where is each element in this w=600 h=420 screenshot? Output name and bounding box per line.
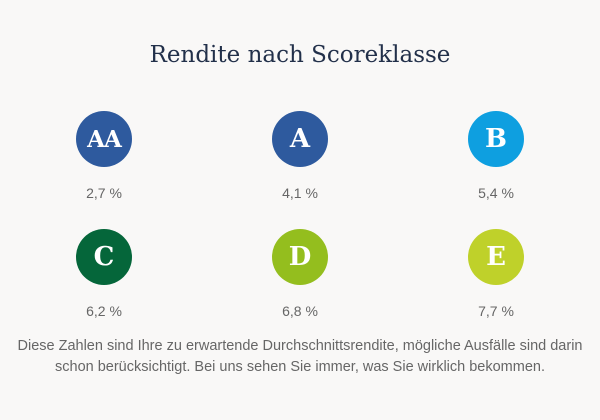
page-title: Rendite nach Scoreklasse: [149, 42, 451, 68]
score-class-d: D 6,8 %: [246, 229, 354, 347]
score-return-b: 5,4 %: [478, 185, 514, 201]
score-class-e: E 7,7 %: [442, 229, 550, 347]
score-return-a: 4,1 %: [282, 185, 318, 201]
score-badge-b: B: [468, 111, 524, 167]
score-return-e: 7,7 %: [478, 303, 514, 319]
score-return-d: 6,8 %: [282, 303, 318, 319]
score-class-c: C 6,2 %: [50, 229, 158, 347]
score-badge-aa: AA: [76, 111, 132, 167]
score-class-aa: AA 2,7 %: [50, 111, 158, 229]
explanation-text: Diese Zahlen sind Ihre zu erwartende Dur…: [0, 336, 600, 378]
score-class-row: C 6,2 % D 6,8 % E 7,7 %: [0, 229, 600, 347]
explanation-line-1: Diese Zahlen sind Ihre zu erwartende Dur…: [17, 338, 583, 354]
score-return-aa: 2,7 %: [86, 185, 122, 201]
score-badge-c: C: [76, 229, 132, 285]
score-class-b: B 5,4 %: [442, 111, 550, 229]
score-class-grid: AA 2,7 % A 4,1 % B 5,4 % C 6,2 % D 6,8 %…: [0, 111, 600, 347]
score-class-row: AA 2,7 % A 4,1 % B 5,4 %: [0, 111, 600, 229]
explanation-line-2: schon berücksichtigt. Bei uns sehen Sie …: [55, 359, 545, 375]
score-badge-d: D: [272, 229, 328, 285]
score-badge-e: E: [468, 229, 524, 285]
score-return-c: 6,2 %: [86, 303, 122, 319]
score-badge-a: A: [272, 111, 328, 167]
score-class-a: A 4,1 %: [246, 111, 354, 229]
